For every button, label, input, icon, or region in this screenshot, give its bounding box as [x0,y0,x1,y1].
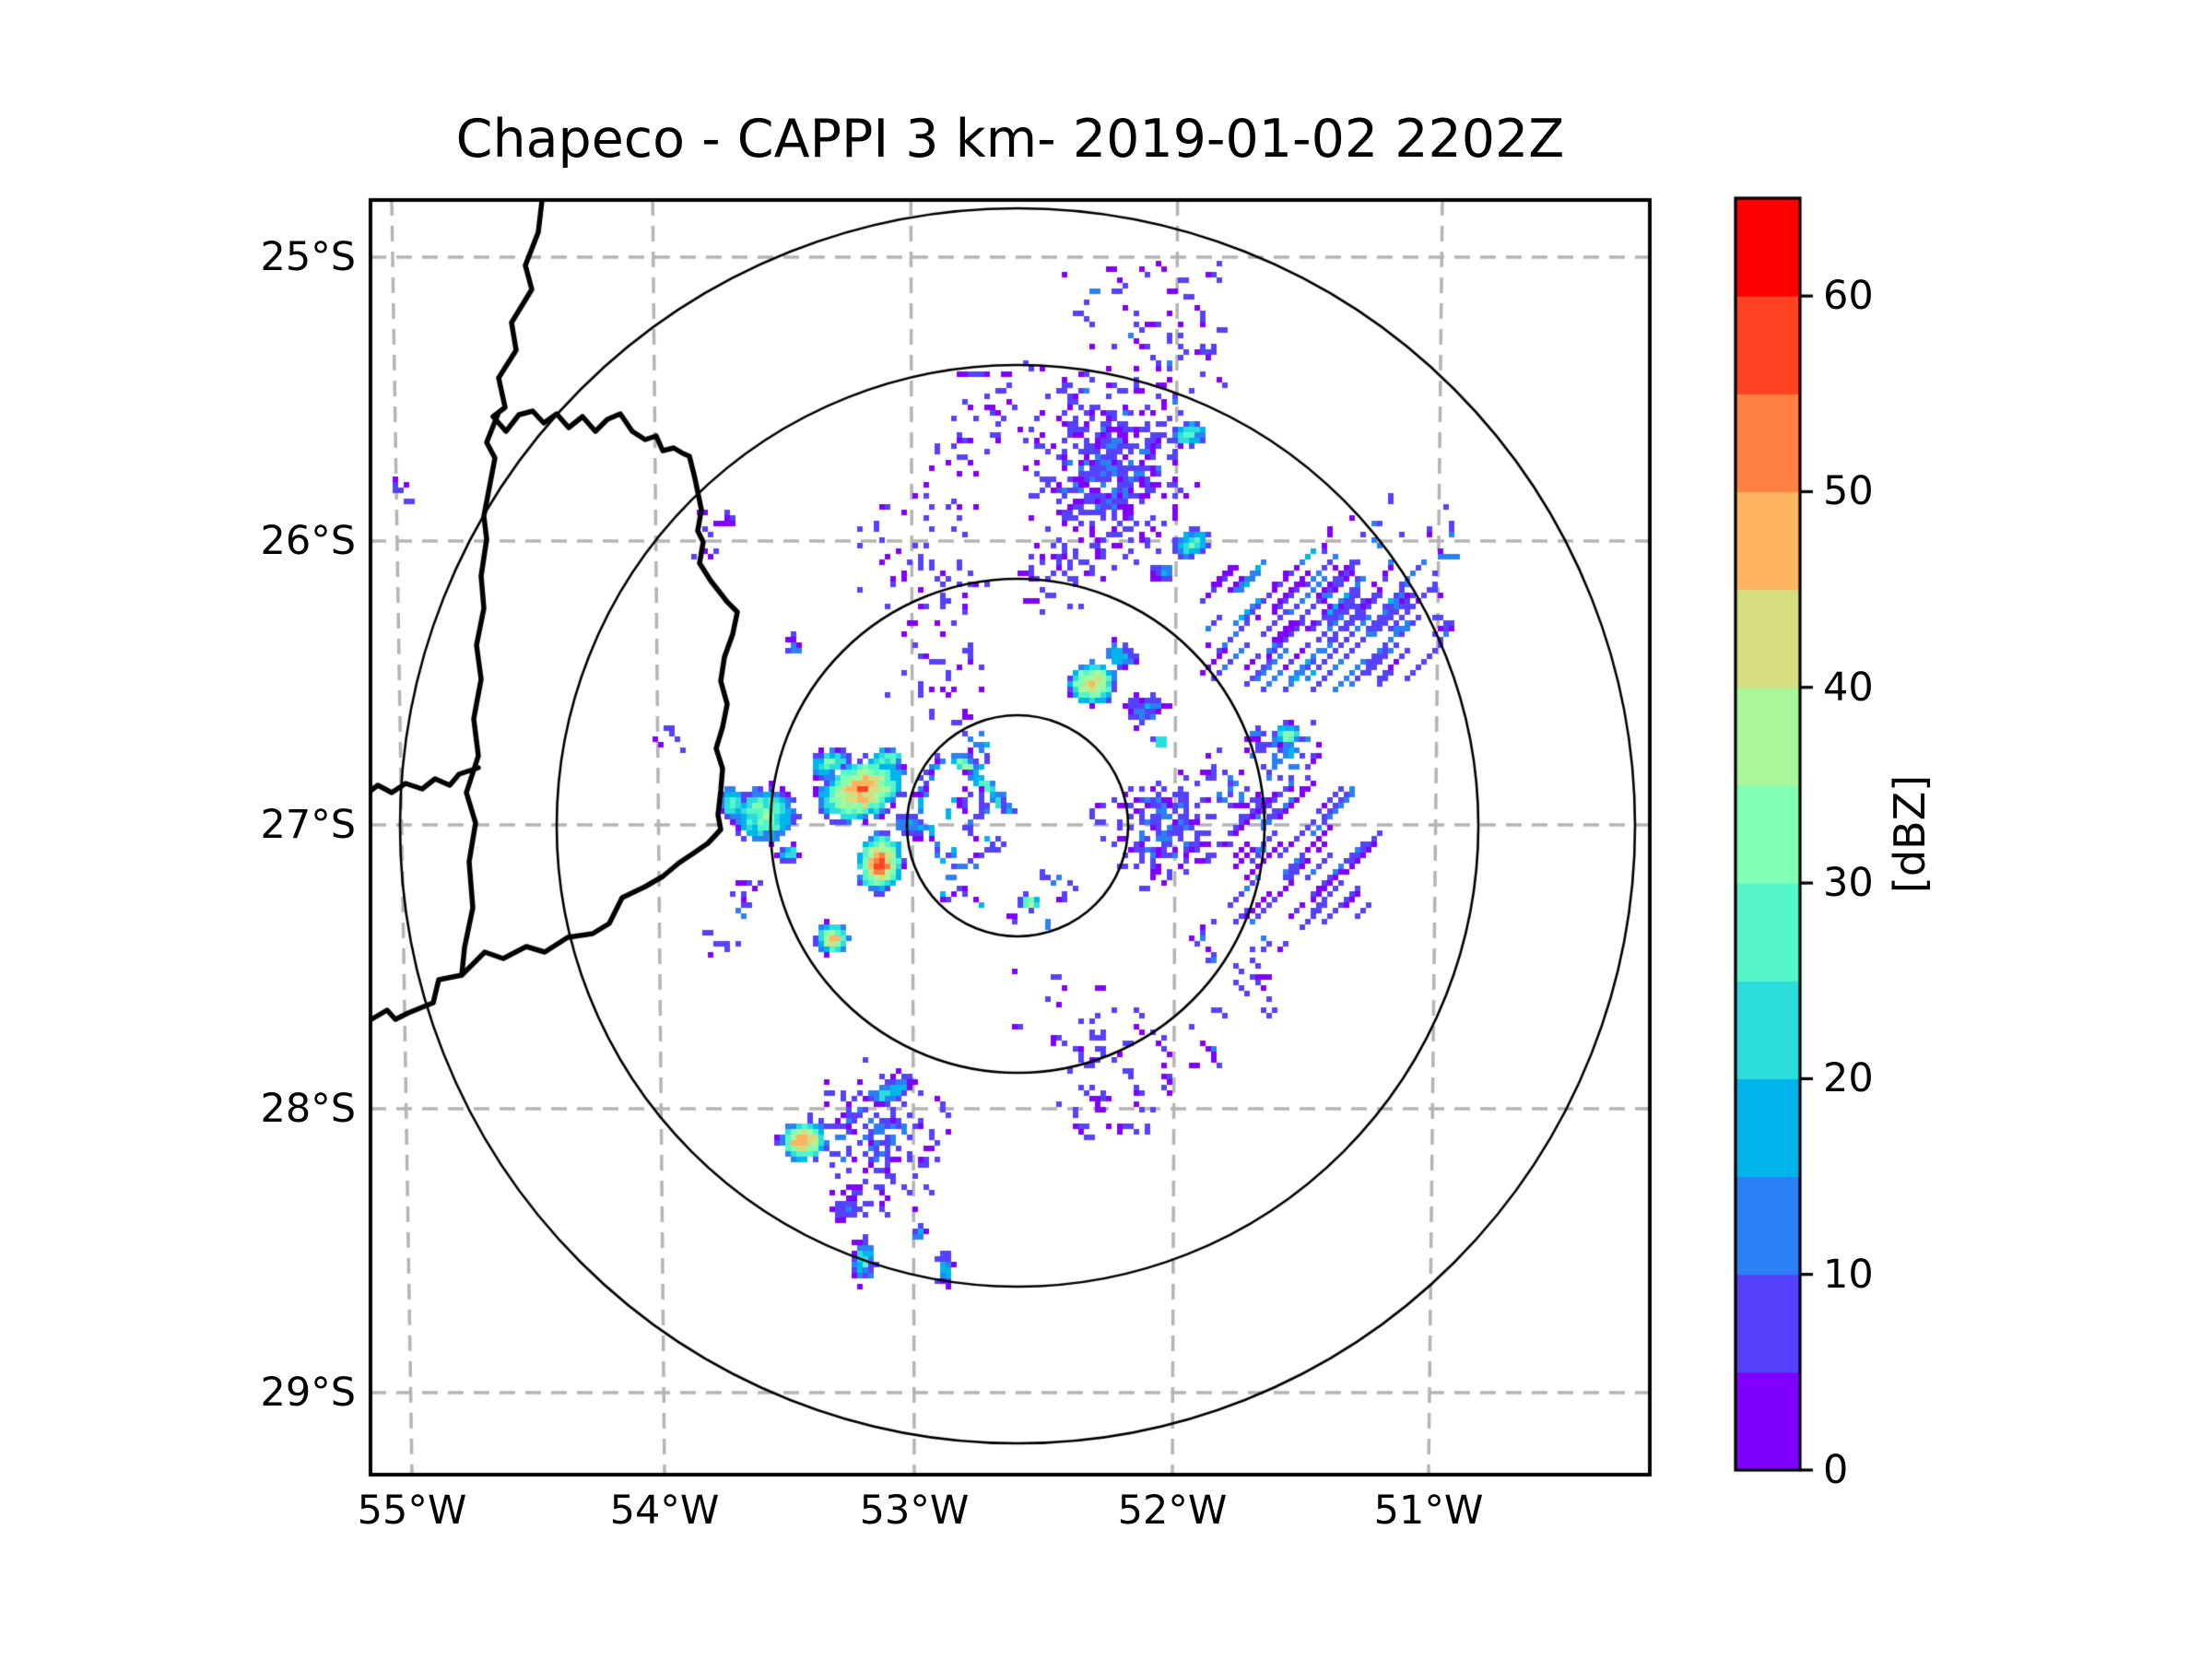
colorbar-tick-label: 60 [1823,273,1874,320]
colorbar-tick-label: 40 [1823,664,1874,711]
y-tick-label: 27°S [260,802,356,848]
y-tick-label: 28°S [260,1086,356,1132]
y-tick-label: 29°S [260,1370,356,1416]
chart-title: Chapeco - CAPPI 3 km- 2019-01-02 2202Z [455,109,1565,170]
colorbar-tick-label: 20 [1823,1055,1874,1102]
y-tick-label: 26°S [260,518,356,564]
x-tick-label: 51°W [1373,1488,1484,1534]
x-tick-label: 53°W [859,1488,970,1534]
x-tick-label: 52°W [1117,1488,1228,1534]
colorbar-tick-label: 0 [1823,1447,1849,1493]
colorbar-tick-label: 30 [1823,860,1874,907]
colorbar-tick-label: 50 [1823,468,1874,515]
y-tick-label: 25°S [260,234,356,280]
x-tick-label: 54°W [609,1488,720,1534]
x-tick-label: 55°W [357,1488,467,1534]
colorbar-axis-label: [dBZ] [1885,774,1935,894]
colorbar-tick-label: 10 [1823,1251,1874,1298]
